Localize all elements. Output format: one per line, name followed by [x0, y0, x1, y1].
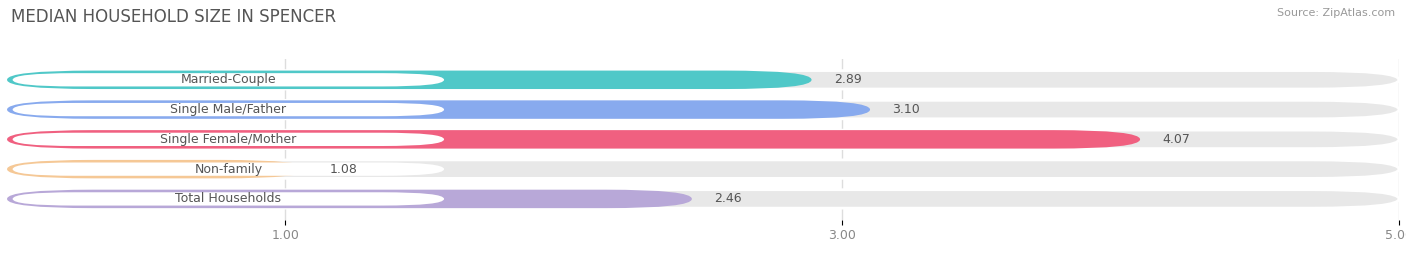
FancyBboxPatch shape	[7, 70, 1399, 89]
Text: 1.08: 1.08	[330, 163, 359, 176]
FancyBboxPatch shape	[13, 192, 444, 206]
FancyBboxPatch shape	[7, 190, 692, 208]
FancyBboxPatch shape	[7, 160, 308, 178]
Text: 4.07: 4.07	[1163, 133, 1191, 146]
Text: Total Households: Total Households	[176, 192, 281, 205]
FancyBboxPatch shape	[7, 70, 811, 89]
Text: 3.10: 3.10	[893, 103, 920, 116]
FancyBboxPatch shape	[7, 100, 870, 119]
Text: 2.46: 2.46	[714, 192, 742, 205]
Text: Single Male/Father: Single Male/Father	[170, 103, 287, 116]
FancyBboxPatch shape	[13, 103, 444, 116]
Text: Source: ZipAtlas.com: Source: ZipAtlas.com	[1277, 8, 1395, 18]
FancyBboxPatch shape	[7, 190, 1399, 208]
FancyBboxPatch shape	[7, 130, 1399, 148]
FancyBboxPatch shape	[7, 160, 1399, 178]
Text: Non-family: Non-family	[194, 163, 263, 176]
FancyBboxPatch shape	[7, 100, 1399, 119]
Text: MEDIAN HOUSEHOLD SIZE IN SPENCER: MEDIAN HOUSEHOLD SIZE IN SPENCER	[11, 8, 336, 26]
Text: 2.89: 2.89	[834, 73, 862, 86]
Text: Single Female/Mother: Single Female/Mother	[160, 133, 297, 146]
FancyBboxPatch shape	[13, 73, 444, 87]
FancyBboxPatch shape	[7, 130, 1140, 148]
FancyBboxPatch shape	[13, 133, 444, 146]
Text: Married-Couple: Married-Couple	[180, 73, 276, 86]
FancyBboxPatch shape	[13, 162, 444, 176]
